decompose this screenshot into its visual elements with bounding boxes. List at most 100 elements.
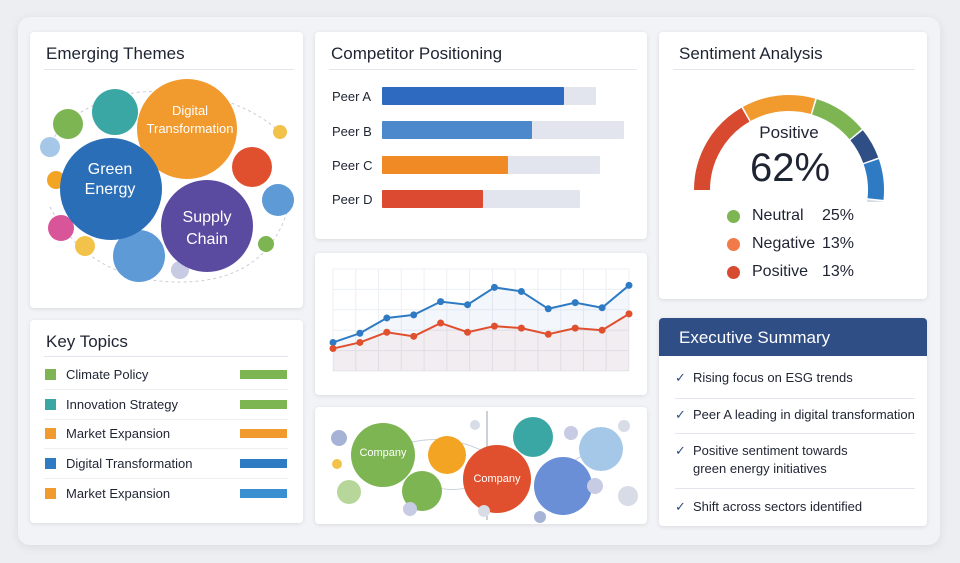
gauge-segment [850,130,879,164]
company-bubble[interactable] [513,417,553,457]
theme-bubble[interactable] [48,215,74,241]
company-bubble[interactable] [331,430,347,446]
sentiment-analysis-card: Sentiment Analysis Positive 62% Neutral … [659,32,927,299]
gauge-segment [742,95,816,122]
data-point[interactable] [464,328,472,336]
company-bubble[interactable] [618,420,630,432]
key-topics-title: Key Topics [46,332,128,351]
data-point[interactable] [598,326,606,334]
data-point[interactable] [598,304,606,312]
competitor-positioning-card: Competitor Positioning Peer A Peer B Pee… [315,32,647,239]
company-bubble[interactable] [478,505,490,517]
divider [675,488,915,489]
gauge-label: Positive [759,123,819,142]
legend-dot [727,237,740,251]
peer-bar[interactable] [382,121,533,139]
peer-bar[interactable] [382,190,483,208]
key-topic-row[interactable]: Market Expansion [44,419,288,449]
green-energy-bubble[interactable] [60,138,162,240]
data-point[interactable] [437,298,445,306]
theme-bubble[interactable] [262,184,294,216]
data-point[interactable] [356,329,364,337]
company-bubble[interactable] [337,480,361,504]
legend-name: Neutral [752,207,804,224]
divider [44,69,294,70]
company-bubble[interactable] [564,426,578,440]
data-point[interactable] [490,283,498,291]
bubble-label: Green [88,161,132,178]
theme-bubble[interactable] [232,147,272,187]
theme-bubble[interactable] [273,125,287,139]
data-point[interactable] [383,314,391,322]
company-bubble[interactable] [587,478,603,494]
key-topics-card: Key Topics Climate Policy Innovation Str… [30,320,303,523]
topic-color-swatch [45,399,56,410]
series-area [333,313,629,371]
theme-bubble[interactable] [40,137,60,157]
legend-dot [727,265,740,279]
company-bubble[interactable] [351,423,415,487]
data-point[interactable] [356,338,364,346]
data-point[interactable] [464,301,472,309]
digital-transformation-bubble[interactable] [137,79,237,179]
data-point[interactable] [517,324,525,332]
company-bubble[interactable] [332,459,342,469]
peer-bar[interactable] [382,87,564,105]
company-bubble[interactable] [470,420,480,430]
data-point[interactable] [410,311,418,319]
company-bubble[interactable] [534,511,546,523]
company-bubble[interactable] [403,502,417,516]
topic-bar [240,370,287,379]
topic-color-swatch [45,428,56,439]
key-topic-row[interactable]: Digital Transformation [44,449,288,479]
company-bubble[interactable] [402,471,442,511]
company-bubble[interactable] [463,445,531,513]
trend-line-chart [329,268,633,372]
supply-chain-bubble[interactable] [161,180,253,272]
data-point[interactable] [410,332,418,340]
bubble-label: Energy [85,181,136,198]
company-bubble[interactable] [428,436,466,474]
topic-bar [240,400,287,409]
gauge-segment [694,107,750,191]
data-point[interactable] [571,299,579,307]
theme-bubble[interactable] [113,230,165,282]
theme-bubble[interactable] [92,89,138,135]
data-point[interactable] [329,345,337,353]
key-topic-row[interactable]: Climate Policy [44,360,288,390]
emerging-themes-title: Emerging Themes [46,44,185,63]
executive-summary-header: Executive Summary [659,318,927,356]
peer-bar-track [382,87,596,105]
peer-bar-track [382,156,600,174]
theme-bubble[interactable] [75,236,95,256]
key-topic-row[interactable]: Market Expansion [44,479,288,508]
data-point[interactable] [437,319,445,327]
series-line [332,313,630,350]
check-icon: ✓ [675,499,686,514]
company-bubble[interactable] [579,427,623,471]
data-point[interactable] [517,287,525,295]
legend-name: Negative [752,235,816,252]
emerging-themes-card: Emerging Themes Digital Transformation G… [30,32,303,308]
topic-bar [240,459,287,468]
data-point[interactable] [544,330,552,338]
data-point[interactable] [383,328,391,336]
data-point[interactable] [329,338,337,346]
series-line [332,284,630,344]
theme-bubble[interactable] [258,236,274,252]
data-point[interactable] [625,281,633,289]
gauge-segment [863,159,884,200]
theme-bubble[interactable] [53,109,83,139]
data-point[interactable] [571,324,579,332]
trend-chart-card [315,253,647,395]
topic-color-swatch [45,458,56,469]
company-bubble[interactable] [618,486,638,506]
data-point[interactable] [490,322,498,330]
company-bubble[interactable] [534,457,592,515]
legend-name: Positive [752,263,809,280]
peer-bar[interactable] [382,156,509,174]
topic-label: Market Expansion [66,486,171,501]
key-topic-row[interactable]: Innovation Strategy [44,390,288,420]
data-point[interactable] [625,310,633,318]
data-point[interactable] [544,305,552,313]
